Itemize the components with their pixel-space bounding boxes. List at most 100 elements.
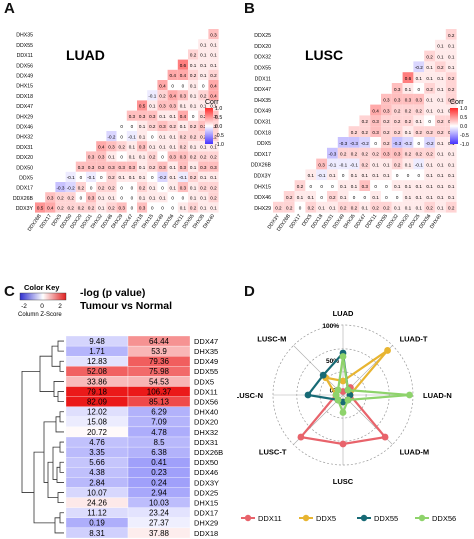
panel-a-cell — [86, 202, 97, 213]
panel-a-cell — [208, 100, 219, 111]
panel-a-cell — [198, 120, 209, 131]
panel-b-cell-value: 0.1 — [437, 108, 444, 113]
panel-a-cell — [188, 151, 199, 162]
color-key-tick: 2 — [58, 303, 62, 310]
panel-a-cell — [177, 90, 188, 101]
panel-b-cell — [381, 126, 392, 137]
panel-a-cell-value: 0.1 — [200, 73, 207, 78]
heatmap-value-lusc: 7.09 — [151, 418, 167, 427]
panel-a-cell-value: 0.2 — [68, 206, 75, 211]
panel-a-cell — [157, 110, 168, 121]
radar-point — [381, 433, 389, 441]
panel-a-cell — [116, 182, 127, 193]
panel-b-cell-value: 0.1 — [437, 141, 444, 146]
panel-a-cell — [157, 192, 168, 203]
panel-b-cell — [424, 115, 435, 127]
panel-b-cell — [337, 158, 349, 170]
panel-a-cell-value: 0.2 — [190, 175, 197, 180]
panel-a-cell-value: 0.3 — [210, 32, 217, 37]
panel-b-cell — [435, 191, 446, 202]
dendrogram-branch — [57, 391, 64, 403]
panel-a-cell — [208, 202, 219, 213]
panel-b-cell — [327, 147, 338, 159]
heatmap-title-line1: -log (p value) — [80, 287, 145, 299]
panel-a-cell-value: 0 — [90, 185, 93, 190]
panel-a-cell — [208, 131, 219, 142]
panel-a-cell — [198, 131, 209, 142]
panel-b-cell-value: 0.2 — [405, 108, 412, 113]
panel-b-cell-value: -0.2 — [426, 141, 434, 146]
panel-b-cell-value: 0.1 — [437, 173, 444, 178]
heatmap-value-lusc: 23.24 — [149, 509, 170, 518]
panel-a-cell-value: 0 — [80, 196, 83, 201]
panel-b-cell — [391, 115, 403, 127]
panel-b-cell — [391, 158, 403, 170]
panel-b-cell-value: 0.2 — [426, 152, 433, 157]
panel-a-cell — [177, 110, 188, 121]
panel-b-row-label: DDX47 — [254, 87, 271, 93]
radar-ring-label: 100% — [322, 323, 339, 330]
panel-a-cell-value: 0.3 — [159, 104, 166, 109]
panel-a-cell-value: 0.1 — [170, 165, 177, 170]
panel-a-cell-value: 0.3 — [180, 165, 187, 170]
panel-a-cell-value: 0.1 — [139, 165, 146, 170]
heatmap-value-lusc: 106.37 — [147, 387, 172, 396]
panel-b-cell-value: 0.4 — [372, 108, 379, 113]
panel-b-cell-value: 0.1 — [437, 54, 444, 59]
panel-a-cell-value: 0.2 — [108, 206, 115, 211]
panel-b-cell-value: 0.2 — [275, 206, 282, 211]
heatmap-value-luad: 15.08 — [87, 418, 108, 427]
panel-a-cell-value: 0.3 — [200, 165, 207, 170]
panel-a-cell — [177, 141, 188, 152]
panel-a-cell — [116, 141, 127, 152]
panel-a-cell-value: 0.2 — [210, 185, 217, 190]
panel-a-cell — [188, 192, 199, 203]
panel-a-cell — [167, 192, 178, 203]
panel-b-cell-value: 0.2 — [351, 152, 358, 157]
panel-b-cell — [391, 126, 403, 137]
panel-a-cell-value: 0.4 — [210, 83, 217, 88]
panel-b-cell-value: 0.1 — [372, 173, 379, 178]
panel-a-cell-value: 0.3 — [159, 124, 166, 129]
panel-b-cell — [445, 29, 457, 40]
panel-a-cell-value: 0.1 — [170, 114, 177, 119]
heatmap-row-label: DHX35 — [194, 347, 218, 356]
panel-a-cell — [126, 110, 137, 121]
panel-b-cell — [413, 115, 425, 127]
heatmap-row-label: DHX32 — [194, 428, 218, 437]
panel-a-cell-value: 0.1 — [190, 63, 197, 68]
panel-a-cell — [116, 120, 127, 131]
panel-a-cell-value: -0.2 — [108, 134, 116, 139]
panel-b-cell — [435, 61, 446, 73]
panel-b-cell — [381, 169, 392, 181]
panel-b-legend-tick: -0.5 — [460, 133, 469, 139]
panel-a-cell-value: 0.1 — [98, 196, 105, 201]
panel-b-cell — [359, 201, 371, 213]
panel-a-cell-value: 0.3 — [108, 145, 115, 150]
panel-a-cell-value: 0.1 — [159, 196, 166, 201]
panel-b-cell — [445, 39, 457, 51]
panel-a-cell-value: 0.2 — [190, 134, 197, 139]
panel-a-cell-value: 0.1 — [159, 145, 166, 150]
panel-a-cell-value: 0 — [161, 206, 164, 211]
panel-a-cell-value: 0.2 — [210, 155, 217, 160]
panel-a-cell — [167, 110, 178, 121]
panel-b-cell-value: 0.1 — [426, 173, 433, 178]
panel-b-cell — [348, 147, 360, 159]
panel-b-cell-value: 0.1 — [416, 206, 423, 211]
panel-a-cell-value: 0.2 — [139, 185, 146, 190]
heatmap-value-lusc: 27.37 — [149, 519, 170, 528]
panel-a-cell-value: 0.1 — [170, 175, 177, 180]
panel-a-cell — [167, 182, 178, 193]
panel-b-cell-value: 0.1 — [437, 98, 444, 103]
panel-b-cell — [348, 137, 360, 148]
panel-a-cell — [137, 202, 148, 213]
panel-a-cell — [45, 202, 56, 213]
panel-b-cell — [316, 201, 327, 213]
panel-a-cell-value: 0.2 — [149, 155, 156, 160]
panel-b-cell-value: 0.1 — [448, 173, 455, 178]
panel-a-cell-value: 0.1 — [129, 155, 136, 160]
panel-a-cell-value: 0.1 — [210, 175, 217, 180]
panel-b-cell — [316, 169, 327, 181]
heatmap-value-luad: 12.83 — [87, 357, 108, 366]
